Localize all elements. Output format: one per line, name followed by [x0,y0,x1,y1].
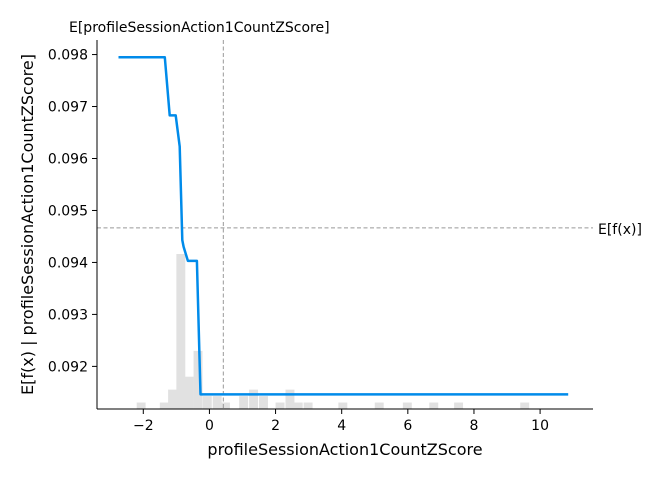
histogram-bar [184,376,194,409]
histogram-bar [212,396,222,409]
histogram-bar [239,396,249,409]
histogram-bar [221,402,230,409]
histogram-bar [303,402,313,409]
x-tick-label: 4 [337,418,346,434]
y-tick-label: 0.092 [48,359,88,375]
expected-fx-label: E[f(x)] [598,222,642,238]
y-tick-label: 0.094 [48,255,88,271]
y-ticks: 0.092 0.093 0.094 0.095 0.096 0.097 0.098 [48,48,97,375]
histogram-bar [402,402,412,409]
x-tick-label: −2 [133,418,154,434]
histogram-bar [293,402,303,409]
y-tick-label: 0.096 [48,151,88,167]
histogram-bar [454,402,464,409]
expected-x-label: E[profileSessionAction1CountZScore] [69,20,330,36]
histogram-bar [202,396,212,409]
x-axis-label: profileSessionAction1CountZScore [207,440,482,459]
histogram-bar [374,402,384,409]
axes [96,40,593,410]
x-tick-label: 2 [271,418,280,434]
histogram-bar [338,402,348,409]
histogram [136,254,530,409]
x-tick-label: 8 [469,418,478,434]
histogram-bar [259,396,268,409]
y-tick-label: 0.097 [48,100,88,116]
reference-lines [97,40,593,409]
y-tick-label: 0.095 [48,203,88,219]
histogram-bar [285,389,295,409]
histogram-bar [168,389,178,409]
histogram-bar [176,254,186,409]
histogram-bar [249,389,259,409]
y-tick-label: 0.098 [48,48,88,64]
x-tick-label: 0 [205,418,214,434]
histogram-bar [136,402,146,409]
x-tick-label: 6 [403,418,412,434]
histogram-bar [429,402,439,409]
y-tick-label: 0.093 [48,307,88,323]
histogram-bar [193,350,203,409]
histogram-bar [159,402,169,409]
y-axis-label: E[f(x) | profileSessionAction1CountZScor… [18,54,37,395]
histogram-bar [275,402,285,409]
series-line [118,55,569,396]
x-tick-label: 10 [531,418,549,434]
x-ticks: −2 0 2 4 6 8 10 [133,409,549,434]
histogram-bar [520,402,530,409]
